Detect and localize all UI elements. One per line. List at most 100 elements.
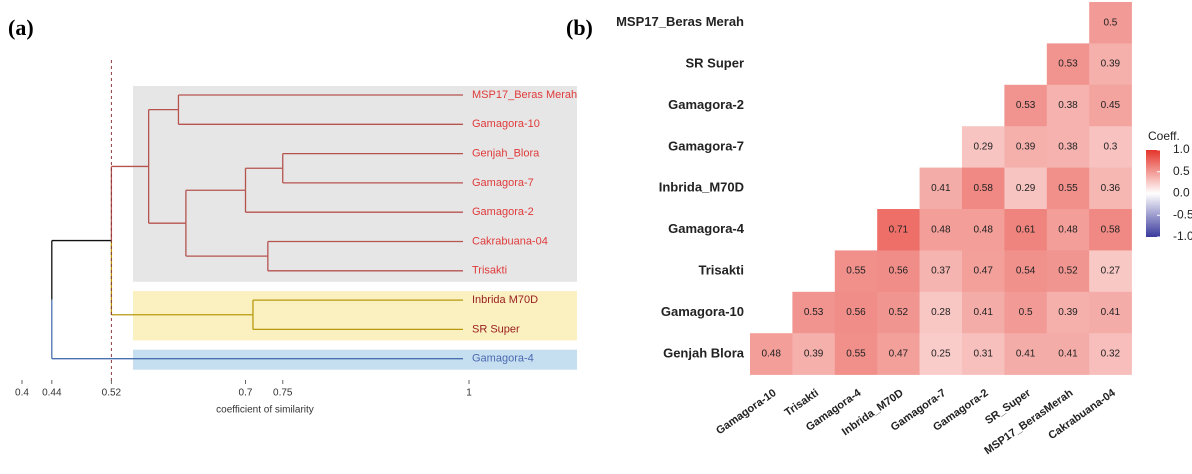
leaf-label: Genjah_Blora <box>472 148 540 160</box>
cell-label: 0.55 <box>846 266 866 277</box>
x-tick-label: 0.4 <box>15 388 29 399</box>
row-label: Genjah Blora <box>663 345 745 360</box>
colorbar-label: -1.0 <box>1173 229 1192 243</box>
cell <box>1089 2 1132 44</box>
cell <box>962 167 1005 210</box>
cell-label: 0.41 <box>973 307 993 318</box>
x-tick-label: 1 <box>466 388 472 399</box>
cluster-box <box>133 291 577 341</box>
cell-label: 0.41 <box>1101 307 1121 318</box>
cell-label: 0.47 <box>973 266 993 277</box>
cell-label: 0.52 <box>1058 266 1078 277</box>
cell-label: 0.39 <box>804 349 824 360</box>
cell <box>877 250 920 293</box>
cell-label: 0.56 <box>846 307 866 318</box>
cell-label: 0.58 <box>1101 224 1121 235</box>
x-tick-label: 0.44 <box>42 388 62 399</box>
legend-title: Coeff. <box>1148 129 1180 143</box>
cell-label: 0.25 <box>931 349 951 360</box>
cell <box>962 291 1005 334</box>
cell <box>834 333 878 375</box>
panel-label: (b) <box>566 15 593 40</box>
cell <box>1004 167 1048 210</box>
cell <box>877 333 920 375</box>
row-label: Gamagora-4 <box>668 221 745 236</box>
cell-label: 0.53 <box>1016 100 1036 111</box>
row-label: Trisakti <box>698 263 744 278</box>
cell-label: 0.38 <box>1058 100 1078 111</box>
cell-label: 0.39 <box>1016 142 1036 153</box>
cell <box>1089 167 1132 210</box>
cell-label: 0.55 <box>1058 183 1078 194</box>
row-label: MSP17_Beras Merah <box>616 14 744 29</box>
colorbar-label: 0.5 <box>1173 164 1190 178</box>
cell-label: 0.48 <box>931 224 951 235</box>
x-axis-label: coefficient of similarity <box>216 405 314 416</box>
cell <box>1089 209 1132 251</box>
cell-label: 0.5 <box>1019 307 1033 318</box>
cell-label: 0.41 <box>931 183 951 194</box>
cell <box>1046 291 1090 334</box>
cell <box>962 333 1005 375</box>
colorbar-label: -0.5 <box>1173 207 1192 221</box>
x-tick-label: 0.52 <box>102 388 122 399</box>
cell <box>919 291 963 334</box>
cell-label: 0.53 <box>1058 59 1078 70</box>
cell <box>1046 126 1090 168</box>
cell-label: 0.36 <box>1101 183 1121 194</box>
cell <box>962 209 1005 251</box>
colorbar <box>1146 150 1160 237</box>
cell <box>1046 250 1090 293</box>
cell <box>1089 250 1132 293</box>
cell <box>1046 209 1090 251</box>
cluster-box <box>133 86 577 282</box>
cell <box>1004 126 1048 168</box>
colorbar-label: 1.0 <box>1173 142 1190 156</box>
column-label: Trisakti <box>783 387 821 419</box>
cell-label: 0.41 <box>1016 349 1036 360</box>
cell <box>750 333 793 375</box>
cell <box>962 250 1005 293</box>
cell-label: 0.32 <box>1101 349 1121 360</box>
leaf-label: Trisakti <box>472 265 507 277</box>
row-label: Gamagora-7 <box>668 138 744 153</box>
cell <box>1046 333 1090 375</box>
cell <box>919 333 963 375</box>
cell <box>1004 333 1048 375</box>
cell <box>877 209 920 251</box>
row-label: Gamagora-2 <box>668 97 744 112</box>
cell-label: 0.45 <box>1101 100 1121 111</box>
cell <box>1089 43 1132 86</box>
cell <box>834 250 878 293</box>
leaf-label: Cakrabuana-04 <box>472 235 548 247</box>
cell <box>1046 84 1090 127</box>
cell-label: 0.58 <box>973 183 993 194</box>
cell <box>1089 84 1132 127</box>
colorbar-label: 0.0 <box>1173 186 1190 200</box>
cell-label: 0.71 <box>889 224 909 235</box>
cell-label: 0.38 <box>1058 142 1078 153</box>
cell-label: 0.3 <box>1103 142 1117 153</box>
cell-label: 0.52 <box>889 307 909 318</box>
cell-label: 0.55 <box>846 349 866 360</box>
cell <box>1089 333 1132 375</box>
column-label: Gamagora-10 <box>714 387 778 437</box>
cell <box>1004 291 1048 334</box>
leaf-label: Gamagora-7 <box>472 177 534 189</box>
cell-label: 0.56 <box>889 266 909 277</box>
leaf-label: Gamagora-4 <box>472 353 534 365</box>
cell-label: 0.54 <box>1016 266 1036 277</box>
cell-label: 0.5 <box>1103 17 1117 28</box>
cell-label: 0.37 <box>931 266 951 277</box>
leaf-label: Gamagora-10 <box>472 118 540 130</box>
cell-label: 0.28 <box>931 307 951 318</box>
leaf-label: Gamagora-2 <box>472 206 534 218</box>
cell-label: 0.53 <box>804 307 824 318</box>
cell <box>1004 84 1048 127</box>
x-tick-label: 0.7 <box>239 388 253 399</box>
cell <box>834 291 878 334</box>
cell-label: 0.48 <box>973 224 993 235</box>
row-label: Gamagora-10 <box>661 304 744 319</box>
cell <box>919 167 963 210</box>
cell <box>1046 43 1090 86</box>
